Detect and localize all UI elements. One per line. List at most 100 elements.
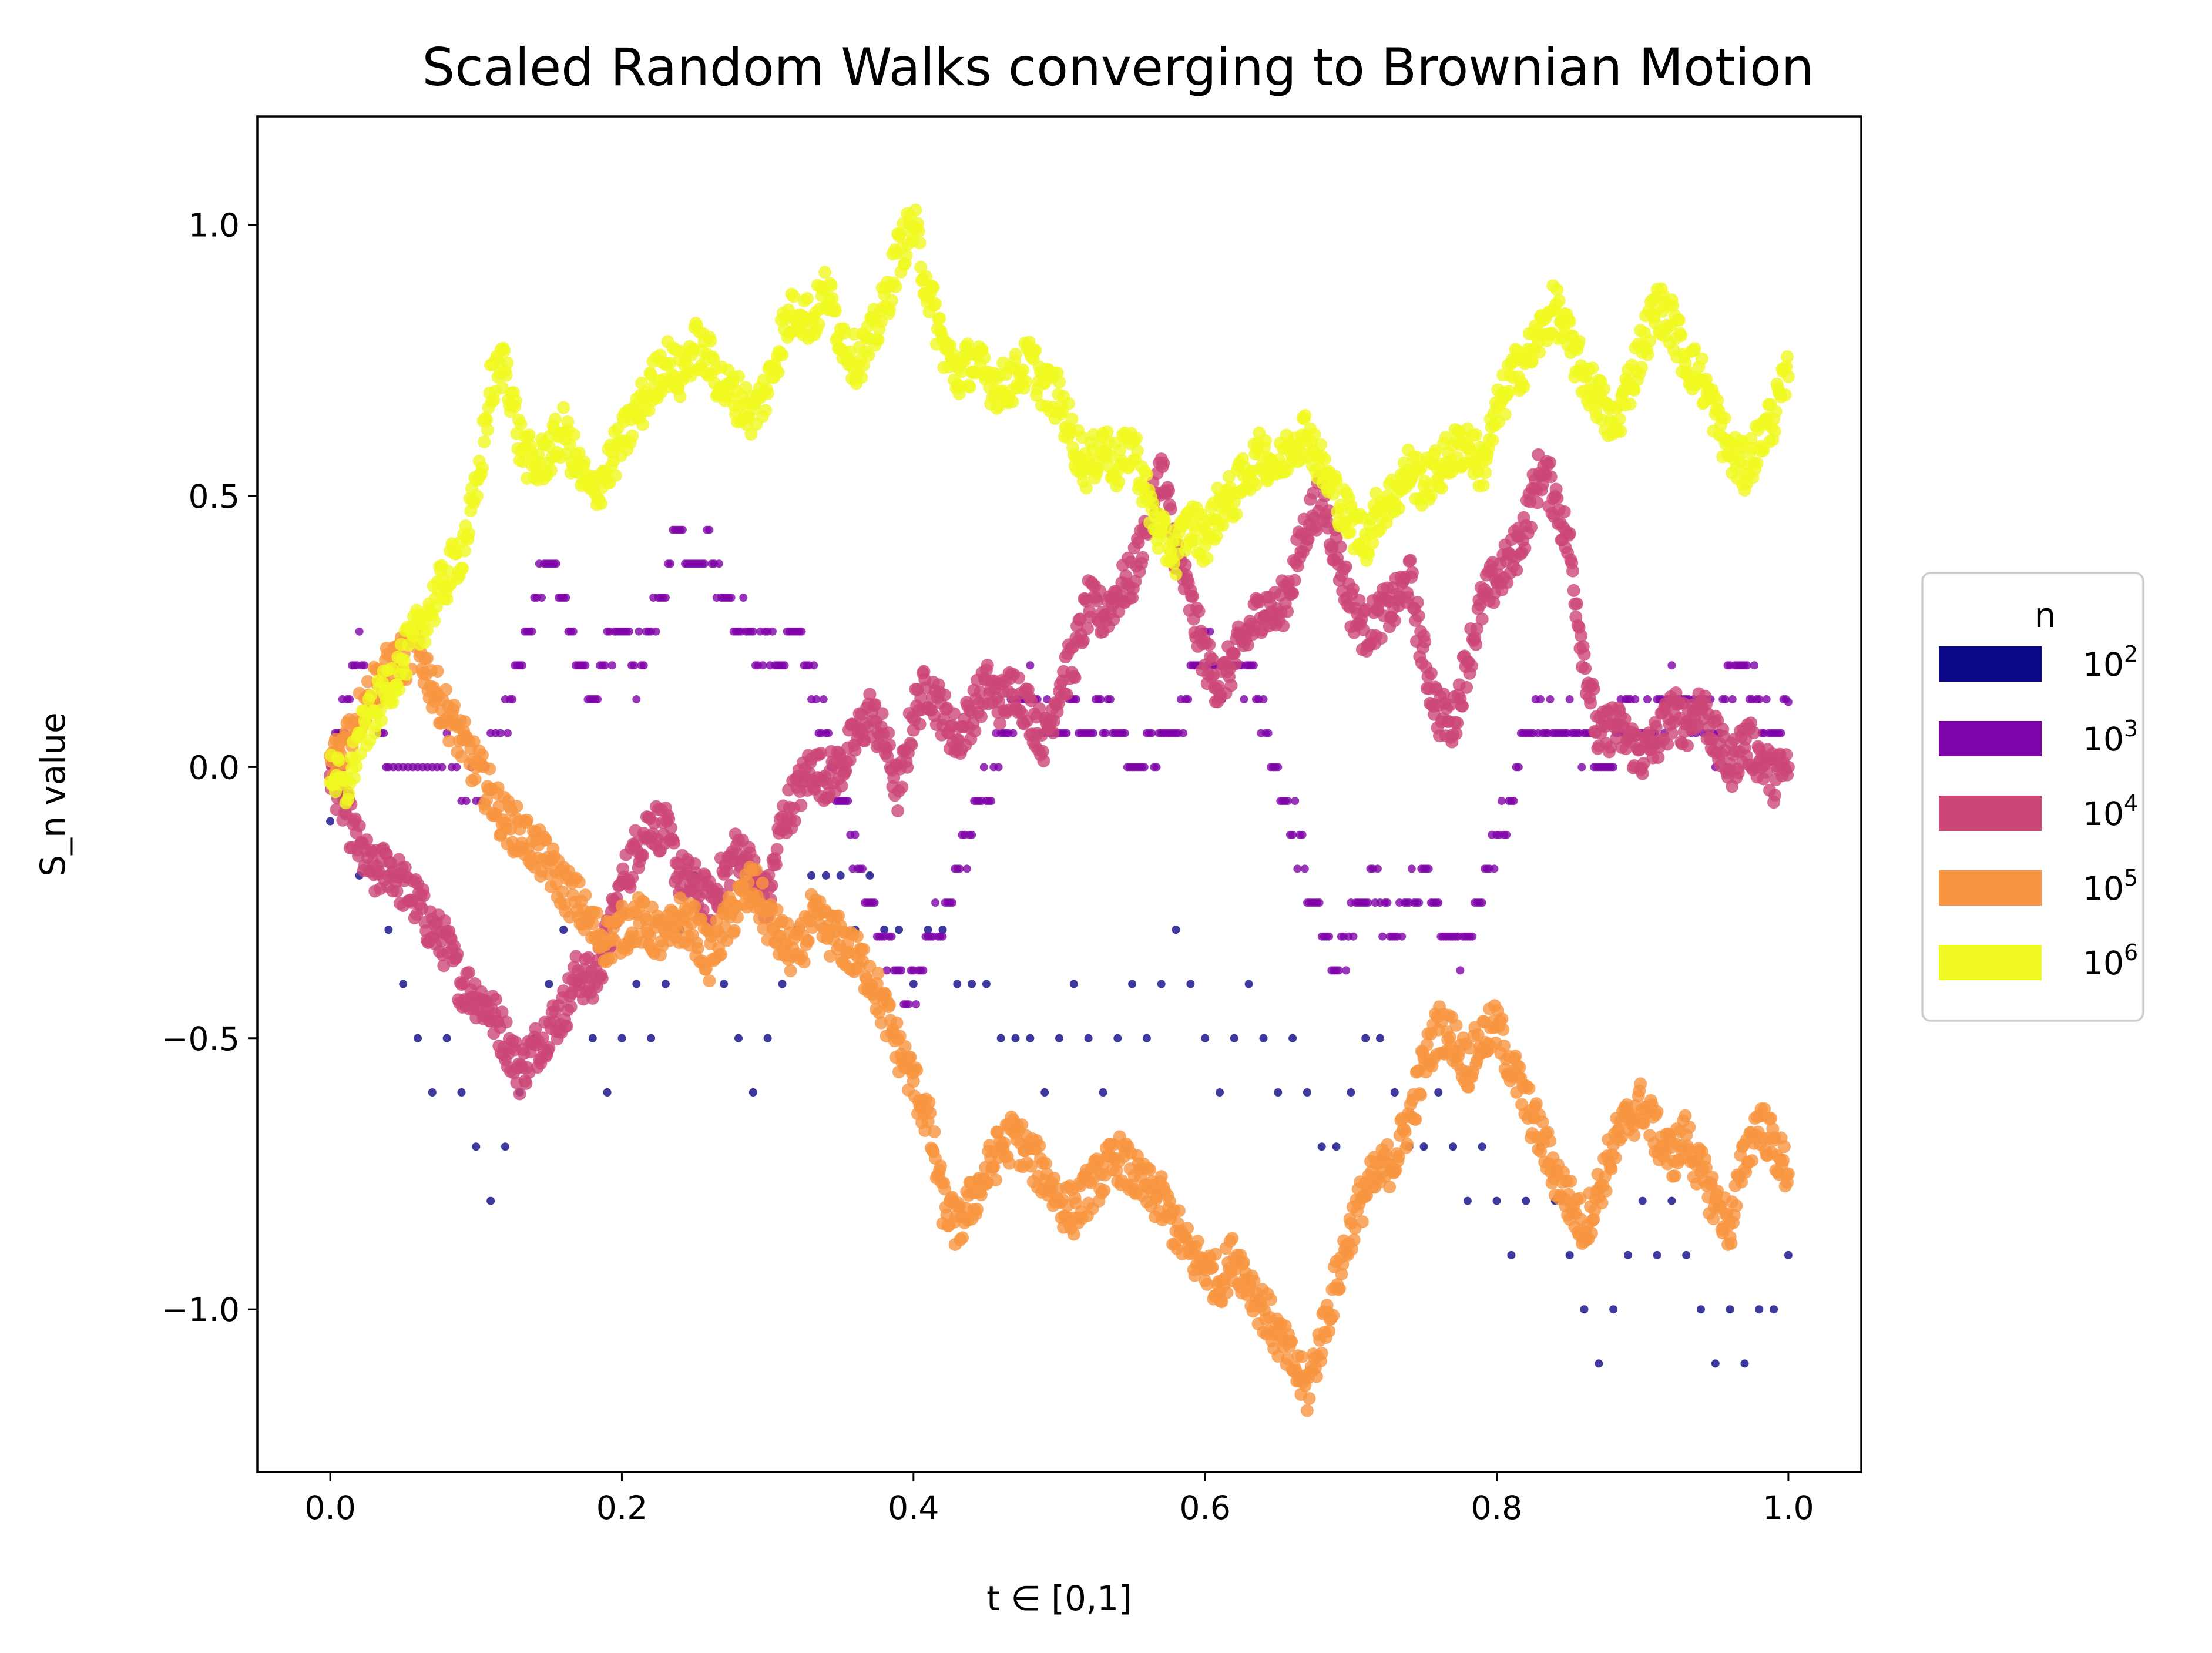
data-point: [661, 980, 670, 988]
data-point: [821, 871, 830, 880]
data-point: [761, 387, 774, 400]
data-point: [1478, 898, 1486, 907]
data-point: [414, 1034, 422, 1042]
data-point: [744, 427, 758, 441]
data-point: [343, 787, 355, 801]
data-point: [1062, 729, 1071, 737]
data-point: [1186, 980, 1195, 988]
data-point: [768, 627, 777, 636]
data-point: [1025, 694, 1038, 708]
data-point: [1374, 632, 1388, 645]
data-point: [1699, 1161, 1713, 1174]
data-point: [402, 638, 415, 652]
data-point: [1507, 1250, 1516, 1259]
data-point: [1029, 344, 1042, 357]
data-point: [882, 726, 895, 740]
data-point: [758, 661, 767, 670]
data-point: [1497, 797, 1506, 805]
data-point: [1216, 1088, 1224, 1097]
data-point: [559, 926, 568, 934]
data-point: [483, 762, 496, 776]
data-point: [938, 926, 947, 934]
data-point: [439, 683, 452, 696]
data-point: [1460, 680, 1473, 694]
data-point: [1281, 1352, 1294, 1366]
data-point: [890, 1016, 904, 1030]
data-point: [521, 813, 534, 827]
data-point: [1011, 1034, 1020, 1042]
data-point: [975, 1188, 988, 1202]
data-point: [784, 964, 797, 978]
data-point: [968, 980, 976, 988]
data-point: [617, 1034, 626, 1042]
data-point: [1564, 1175, 1577, 1188]
data-point: [586, 917, 599, 930]
data-point: [946, 347, 960, 361]
series-4: [324, 448, 1795, 1101]
data-point: [794, 799, 808, 812]
data-point: [1157, 980, 1166, 988]
data-point: [989, 1173, 1002, 1186]
data-point: [1682, 1250, 1691, 1259]
data-point: [1609, 763, 1618, 772]
data-point: [609, 469, 622, 482]
data-point: [1040, 1088, 1049, 1097]
data-point: [1140, 468, 1153, 481]
data-point: [552, 559, 560, 568]
data-point: [480, 413, 493, 427]
data-point: [1069, 980, 1078, 988]
data-point: [1157, 457, 1170, 470]
data-point: [1227, 495, 1241, 509]
data-point: [1073, 612, 1087, 626]
data-point: [797, 955, 811, 969]
data-point: [1699, 698, 1713, 711]
data-point: [851, 930, 864, 943]
data-point: [731, 910, 744, 924]
legend-swatch: [1939, 945, 2042, 980]
data-point: [993, 717, 1006, 730]
data-point: [1623, 1250, 1632, 1259]
data-point: [514, 417, 528, 431]
data-point: [1667, 661, 1676, 670]
data-point: [1019, 375, 1033, 388]
data-point: [1750, 457, 1764, 470]
data-point: [1036, 745, 1049, 758]
data-point: [1679, 1109, 1692, 1122]
data-point: [590, 906, 603, 920]
data-marks: [324, 203, 1795, 1417]
data-point: [975, 710, 988, 723]
data-point: [392, 683, 406, 696]
data-point: [1784, 1250, 1793, 1259]
data-point: [1376, 1034, 1384, 1042]
data-point: [1327, 1309, 1340, 1322]
y-tick-label: 0.5: [189, 478, 240, 515]
data-point: [1065, 413, 1079, 425]
data-point: [418, 635, 432, 649]
data-point: [948, 898, 956, 907]
data-point: [400, 668, 413, 681]
data-point: [478, 435, 491, 448]
data-point: [1307, 486, 1320, 499]
data-point: [909, 203, 922, 217]
data-point: [1665, 726, 1679, 740]
data-point: [1335, 1268, 1348, 1281]
data-point: [1502, 830, 1511, 839]
data-point: [1128, 980, 1137, 988]
data-point: [801, 292, 814, 305]
data-point: [1181, 1222, 1194, 1235]
data-point: [691, 941, 704, 955]
data-point: [1392, 502, 1405, 515]
data-point: [564, 1000, 578, 1014]
data-point: [904, 1000, 913, 1009]
data-point: [635, 627, 643, 636]
data-point: [1463, 1196, 1472, 1205]
data-point: [855, 371, 868, 384]
data-point: [1349, 932, 1358, 941]
data-point: [1364, 898, 1372, 907]
data-point: [1390, 1088, 1399, 1097]
data-point: [1496, 1023, 1510, 1037]
data-point: [1517, 380, 1530, 393]
data-point: [1613, 413, 1626, 426]
data-point: [1184, 695, 1193, 703]
data-point: [907, 1075, 920, 1088]
